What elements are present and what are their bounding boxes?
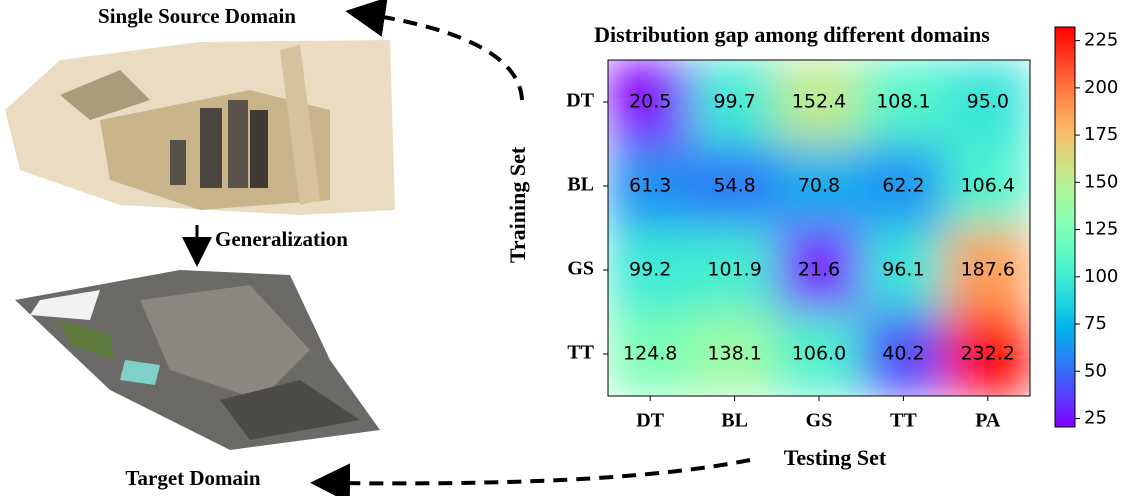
cell-value-label: 187.6 <box>961 259 1015 281</box>
colorbar-tick-label: 150 <box>1084 171 1118 192</box>
x-axis-label: Testing Set <box>784 445 887 470</box>
x-tick-label: PA <box>975 410 1001 432</box>
heatmap-cell <box>776 228 862 313</box>
heatmap <box>608 60 1030 396</box>
cell-value-label: 99.2 <box>629 259 671 281</box>
heatmap-cell <box>776 312 862 396</box>
chart-title: Distribution gap among different domains <box>594 22 990 47</box>
cell-value-label: 70.8 <box>798 175 840 197</box>
x-tick-label: DT <box>636 410 664 432</box>
dashed-arrow <box>310 458 751 496</box>
heatmap-cells <box>608 60 1030 396</box>
heatmap-cell <box>608 144 693 229</box>
heatmap-cell <box>945 228 1030 313</box>
cell-value-label: 95.0 <box>967 91 1009 113</box>
cell-value-label: 108.1 <box>876 91 930 113</box>
y-axis-label: Training Set <box>505 146 530 263</box>
cell-value-label: 124.8 <box>623 343 677 365</box>
cell-value-label: 40.2 <box>882 343 924 365</box>
heatmap-cell <box>692 312 778 396</box>
cell-value-label: 54.8 <box>713 175 755 197</box>
colorbar-tick-label: 50 <box>1084 360 1107 381</box>
x-tick-label: TT <box>890 410 917 432</box>
target-scene-image <box>15 270 380 450</box>
colorbar-tick-label: 200 <box>1084 77 1118 98</box>
cell-value-label: 106.4 <box>961 175 1015 197</box>
heatmap-cell <box>776 60 862 145</box>
cell-value-label: 106.0 <box>792 343 846 365</box>
heatmap-cell <box>692 144 778 229</box>
colorbar-tick-label: 125 <box>1084 219 1118 240</box>
heatmap-cell <box>945 144 1030 229</box>
y-tick-label: BL <box>567 174 594 196</box>
generalization-label: Generalization <box>215 227 348 251</box>
heatmap-cell <box>945 312 1030 396</box>
heatmap-cell <box>776 144 862 229</box>
cell-value-label: 62.2 <box>882 175 924 197</box>
heatmap-cell <box>861 60 947 145</box>
heatmap-cell <box>608 60 693 145</box>
x-tick-label: GS <box>806 410 833 432</box>
colorbar-tick-label: 75 <box>1084 313 1107 334</box>
y-tick-label: TT <box>567 342 594 364</box>
x-tick-label: BL <box>721 410 748 432</box>
cell-value-label: 152.4 <box>792 91 846 113</box>
source-label: Single Source Domain <box>98 4 296 28</box>
cell-value-label: 61.3 <box>629 175 671 197</box>
colorbar-tick-label: 100 <box>1084 266 1118 287</box>
cell-value-label: 99.7 <box>713 91 755 113</box>
cell-value-label: 101.9 <box>707 259 761 281</box>
colorbar-tick-label: 25 <box>1084 407 1107 428</box>
y-tick-label: GS <box>567 258 594 280</box>
heatmap-cell <box>692 228 778 313</box>
source-scene-image <box>5 40 395 215</box>
cell-value-label: 21.6 <box>798 259 840 281</box>
cell-value-label: 232.2 <box>961 343 1015 365</box>
cell-value-label: 96.1 <box>882 259 924 281</box>
heatmap-cell <box>945 60 1030 145</box>
colorbar-tick-label: 225 <box>1084 30 1118 51</box>
target-label: Target Domain <box>125 466 260 490</box>
colorbar <box>1054 26 1076 428</box>
cell-value-label: 138.1 <box>707 343 761 365</box>
heatmap-cell <box>608 228 693 313</box>
cell-value-label: 20.5 <box>629 91 671 113</box>
heatmap-cell <box>608 312 693 396</box>
colorbar-tick-label: 175 <box>1084 124 1118 145</box>
heatmap-cell <box>692 60 778 145</box>
y-tick-label: DT <box>566 90 594 112</box>
heatmap-cell <box>861 144 947 229</box>
heatmap-cell <box>861 228 947 313</box>
heatmap-cell <box>861 312 947 396</box>
